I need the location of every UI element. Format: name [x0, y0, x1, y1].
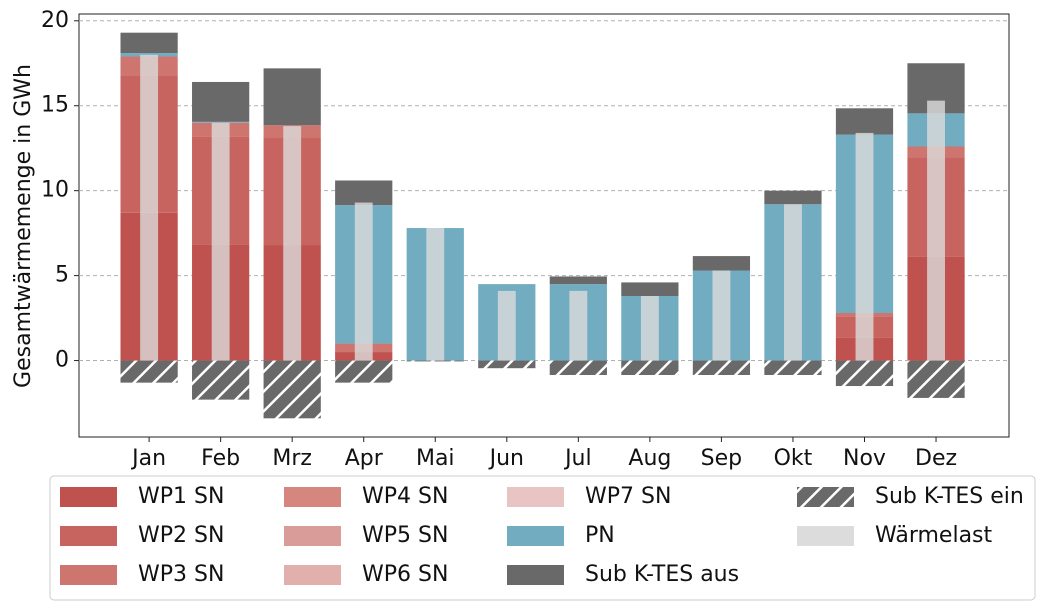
x-tick-label: Apr	[345, 446, 384, 471]
bar-segment	[692, 256, 751, 271]
bar-segment	[120, 32, 178, 54]
load-bar	[784, 204, 802, 361]
load-bar	[140, 54, 159, 361]
x-tick-label: Dez	[915, 446, 957, 471]
legend-label: WP6 SN	[362, 562, 448, 587]
x-tick-label: Jun	[488, 446, 524, 471]
legend-swatch	[284, 487, 341, 507]
load-bar	[569, 290, 588, 361]
load-bar	[497, 290, 516, 361]
bar-segment	[549, 360, 607, 375]
legend-swatch	[284, 526, 341, 546]
load-bar	[640, 296, 659, 361]
legend-swatch	[797, 526, 854, 546]
plot-frame	[78, 13, 1010, 438]
load-bar	[354, 202, 373, 361]
legend-swatch	[60, 565, 117, 585]
x-tick-label: Jul	[563, 446, 592, 471]
bar-segment	[263, 360, 321, 419]
legend-swatch	[60, 487, 117, 507]
legend-swatch	[284, 565, 341, 585]
legend-label: Sub K-TES ein	[875, 484, 1024, 509]
bar-segment	[192, 121, 250, 123]
bar-segment	[120, 360, 178, 383]
x-tick-label: Feb	[201, 446, 240, 471]
bar-segment	[835, 108, 894, 135]
y-tick-label: 0	[55, 348, 69, 373]
legend-label: Wärmelast	[875, 523, 993, 548]
legend-label: Sub K-TES aus	[585, 562, 739, 587]
bar-segment	[335, 180, 393, 206]
legend-label: WP3 SN	[138, 562, 224, 587]
load-bar	[211, 122, 230, 361]
y-tick-label: 20	[41, 8, 69, 33]
bar-segment	[692, 360, 751, 375]
legend-swatch	[507, 487, 564, 507]
bar-segment	[764, 190, 822, 205]
y-tick-label: 15	[41, 93, 69, 118]
legend-swatch	[507, 565, 564, 585]
bar-segment	[335, 360, 393, 383]
load-bar	[426, 228, 445, 361]
y-axis-label: Gesamtwärmemenge in GWh	[11, 64, 36, 388]
y-tick-label: 5	[55, 263, 69, 288]
bar-segment	[263, 68, 321, 126]
load-bar	[283, 126, 302, 361]
legend-swatch	[60, 526, 117, 546]
legend-label: PN	[585, 523, 615, 548]
load-bar	[712, 270, 731, 361]
bar-segment	[835, 360, 894, 387]
bar-segment	[764, 360, 822, 375]
legend-label: WP7 SN	[585, 484, 671, 509]
x-tick-label: Nov	[843, 446, 886, 471]
x-tick-label: Okt	[774, 446, 813, 471]
legend-label: WP2 SN	[138, 523, 224, 548]
legend-swatch	[797, 487, 854, 507]
y-tick-label: 10	[41, 178, 69, 203]
legend-label: WP1 SN	[138, 484, 224, 509]
x-tick-label: Jan	[130, 446, 166, 471]
load-bar	[927, 100, 945, 361]
bar-segment	[549, 276, 607, 285]
x-tick-label: Sep	[701, 446, 742, 471]
load-bar	[855, 132, 874, 361]
x-tick-label: Aug	[628, 446, 671, 471]
x-tick-label: Mrz	[272, 446, 312, 471]
legend-label: WP4 SN	[362, 484, 448, 509]
bar-segment	[621, 360, 679, 375]
x-tick-label: Mai	[416, 446, 455, 471]
legend-swatch	[507, 526, 564, 546]
bar-segment	[478, 360, 536, 369]
bar-segment	[907, 360, 965, 398]
bar-segment	[621, 282, 679, 296]
legend-label: WP5 SN	[362, 523, 448, 548]
bar-segment	[406, 360, 464, 362]
bar-segment	[192, 81, 250, 122]
bar-segment	[192, 360, 250, 400]
